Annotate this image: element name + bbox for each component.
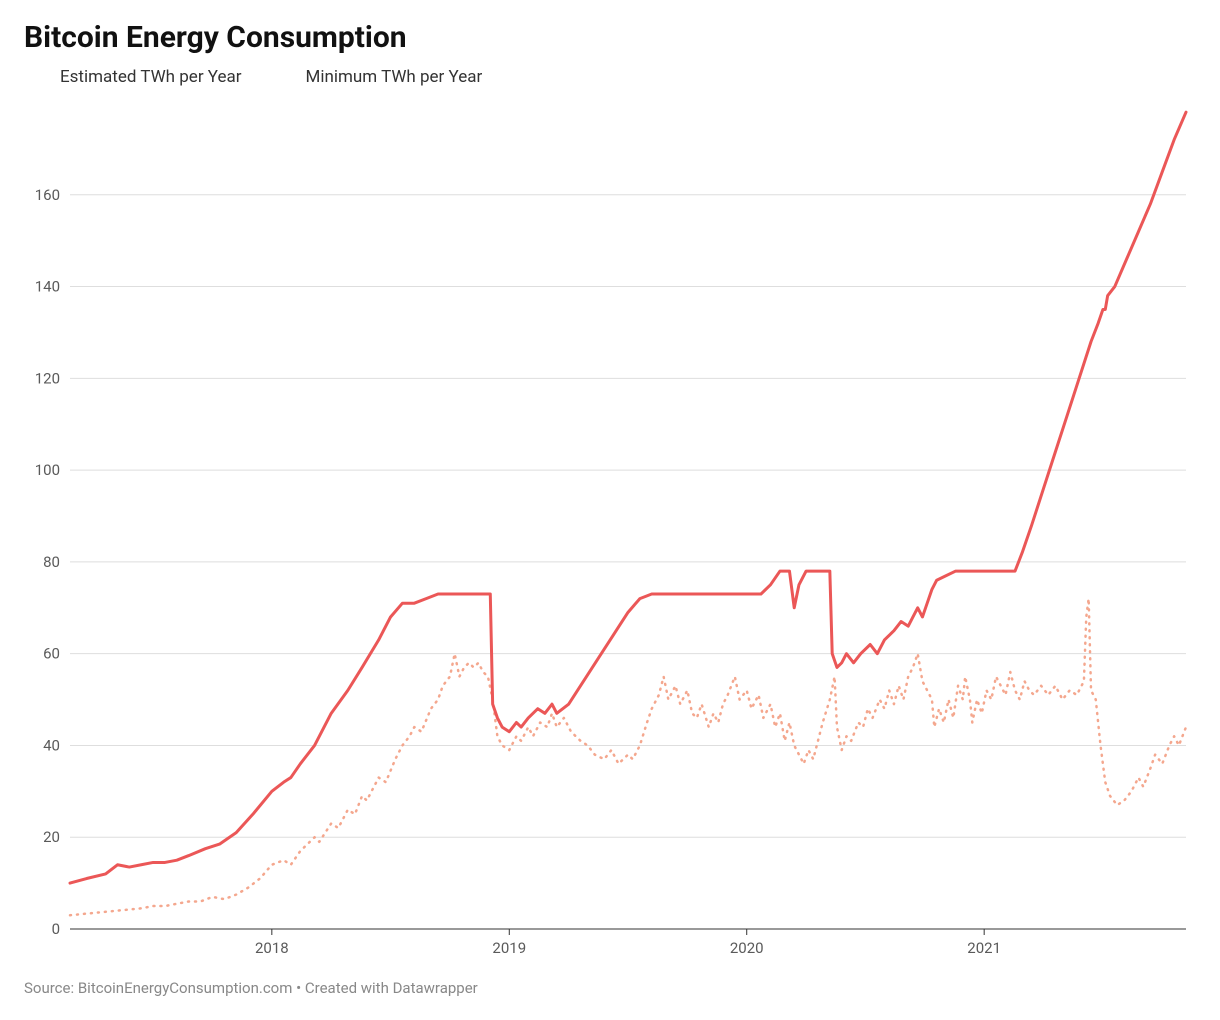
chart-container: Bitcoin Energy Consumption Estimated TWh…	[0, 0, 1220, 1020]
y-tick-label: 60	[43, 645, 60, 663]
chart-plot: 0 20 40 60 80 100 120 140 160 2018 2019 2020 2021	[24, 95, 1196, 965]
legend-item-estimated: Estimated TWh per Year	[24, 67, 242, 87]
x-tick-label: 2021	[967, 939, 1001, 957]
y-tick-label: 40	[43, 736, 60, 754]
legend: Estimated TWh per Year Minimum TWh per Y…	[24, 67, 1196, 87]
x-tick-label: 2019	[492, 939, 526, 957]
chart-footer: Source: BitcoinEnergyConsumption.com • C…	[24, 979, 1196, 997]
chart-title: Bitcoin Energy Consumption	[24, 20, 1196, 55]
y-tick-label: 160	[35, 186, 60, 204]
y-tick-label: 0	[52, 920, 60, 938]
chart-svg: 0 20 40 60 80 100 120 140 160 2018 2019 2020 2021	[24, 95, 1196, 965]
y-tick-label: 120	[35, 369, 60, 387]
y-tick-label: 100	[35, 461, 60, 479]
x-tick-label: 2020	[730, 939, 764, 957]
legend-label-estimated: Estimated TWh per Year	[60, 67, 242, 87]
legend-label-minimum: Minimum TWh per Year	[306, 67, 483, 87]
legend-item-minimum: Minimum TWh per Year	[270, 67, 483, 87]
y-tick-label: 80	[43, 553, 60, 571]
y-tick-label: 20	[43, 828, 60, 846]
y-tick-label: 140	[35, 278, 60, 296]
x-tick-label: 2018	[255, 939, 289, 957]
